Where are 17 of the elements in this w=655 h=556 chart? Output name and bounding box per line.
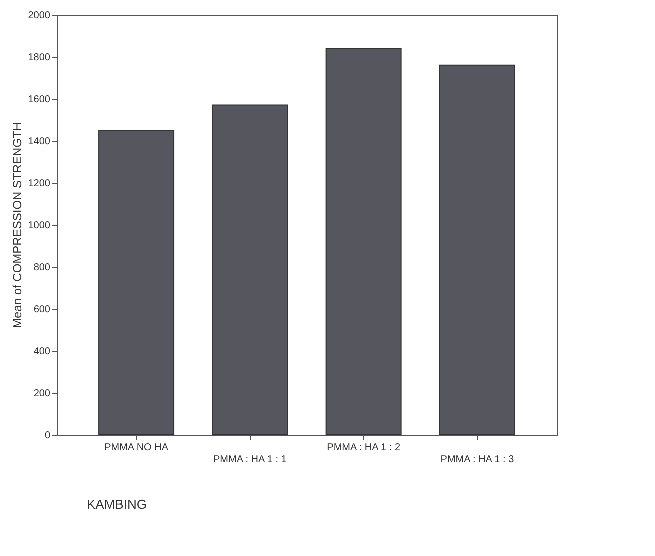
x-tick-label: PMMA NO HA (104, 442, 169, 454)
y-tick-label: 1600 (28, 94, 51, 106)
x-tick-label: PMMA : HA 1 : 1 (214, 454, 288, 466)
x-tick-label: PMMA : HA 1 : 2 (327, 442, 401, 454)
y-tick-label: 2000 (28, 10, 51, 22)
y-tick-label: 400 (34, 346, 51, 358)
y-tick-label: 1400 (28, 136, 51, 148)
y-axis-title: Mean of COMPRESSION STRENGTH (10, 122, 24, 329)
y-tick-label: 200 (34, 388, 51, 400)
y-tick-label: 1200 (28, 178, 51, 190)
y-tick-label: 0 (44, 430, 51, 442)
text: KAMBING (87, 497, 147, 512)
x-tick-label: PMMA : HA 1 : 3 (440, 454, 515, 466)
y-tick-label: 600 (34, 304, 51, 316)
y-tick-label: 800 (34, 262, 51, 274)
y-tick-label: 1000 (28, 220, 51, 232)
y-tick-label: 1800 (28, 52, 51, 64)
